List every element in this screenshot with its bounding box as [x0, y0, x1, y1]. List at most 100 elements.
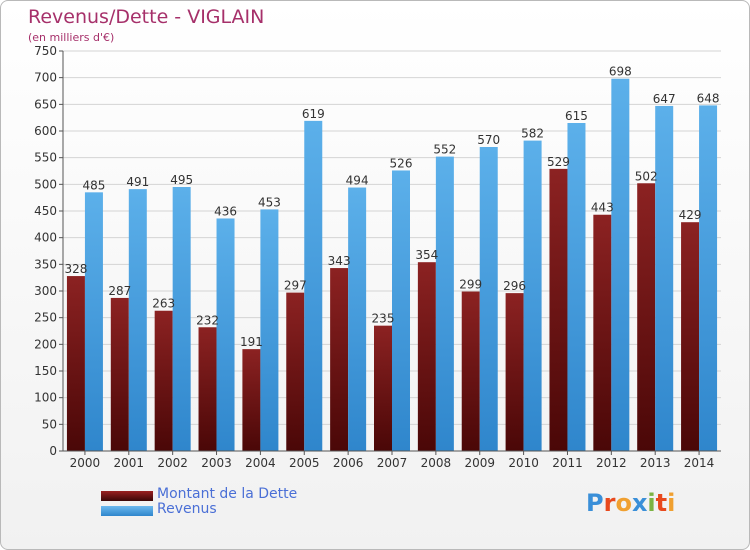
y-tick-label: 700: [34, 71, 57, 85]
bar-dette-2005: [286, 292, 305, 451]
bar-revenus-2012: [611, 78, 630, 451]
bar-dette-2011: [549, 168, 568, 451]
y-tick-label: 200: [34, 337, 57, 351]
bar-revenus-2007: [392, 170, 410, 451]
bar-dette-2000: [66, 276, 85, 451]
logo-letter: t: [655, 489, 668, 517]
y-tick-label: 100: [34, 391, 57, 405]
y-tick-label: 550: [34, 151, 57, 165]
data-label-dette-2007: 235: [372, 312, 395, 326]
y-tick-label: 450: [34, 204, 57, 218]
y-tick-label: 50: [42, 417, 57, 431]
bar-revenus-2002: [172, 187, 191, 451]
data-label-revenus-2001: 491: [126, 175, 149, 189]
bar-revenus-2014: [699, 105, 718, 452]
data-label-revenus-2003: 436: [214, 204, 237, 218]
data-label-dette-2013: 502: [635, 169, 658, 183]
chart-title: Revenus/Dette - VIGLAIN: [28, 6, 265, 28]
x-tick-label: 2013: [640, 456, 671, 470]
y-tick-label: 0: [49, 444, 57, 458]
x-tick-label: 2014: [684, 456, 715, 470]
bar-revenus-2008: [435, 156, 454, 451]
bar-revenus-2000: [84, 192, 103, 452]
data-labels: 328 485 287 491 263 495 232 436 191 453 297 619 343 4…: [64, 65, 719, 349]
data-label-revenus-2009: 570: [477, 133, 500, 147]
data-label-revenus-2005: 619: [302, 107, 325, 121]
bar-dette-2012: [593, 214, 612, 451]
logo-letter: r: [603, 489, 616, 517]
data-label-revenus-2013: 647: [653, 92, 676, 106]
y-tick-label: 150: [34, 364, 57, 378]
data-label-dette-2008: 354: [415, 248, 438, 262]
y-tick-label: 300: [34, 284, 57, 298]
bar-dette-2006: [330, 268, 349, 451]
data-label-dette-2006: 343: [328, 254, 351, 268]
data-label-revenus-2006: 494: [346, 174, 369, 188]
legend-swatch-revenus: [101, 506, 153, 516]
bar-dette-2004: [242, 349, 261, 451]
data-label-dette-2012: 443: [591, 201, 614, 215]
y-tick-label: 250: [34, 311, 57, 325]
chart-subtitle: (en milliers d'€): [28, 31, 115, 44]
y-tick-label: 500: [34, 177, 57, 191]
bar-revenus-2005: [304, 120, 323, 451]
legend-swatch-dette: [101, 491, 153, 501]
x-tick-label: 2004: [245, 456, 276, 470]
bar-dette-2014: [681, 222, 700, 451]
x-tick-label: 2001: [114, 456, 145, 470]
bar-revenus-2003: [216, 218, 235, 451]
data-label-dette-2004: 191: [240, 335, 263, 349]
data-label-revenus-2000: 485: [82, 178, 105, 192]
y-tick-label: 650: [34, 97, 57, 111]
data-label-dette-2014: 429: [679, 208, 702, 222]
x-tick-label: 2005: [289, 456, 320, 470]
y-tick-label: 750: [34, 44, 57, 58]
y-tick-label: 600: [34, 124, 57, 138]
bar-dette-2003: [198, 327, 217, 451]
x-tick-label: 2002: [157, 456, 188, 470]
legend-label-revenus: Revenus: [157, 501, 217, 517]
data-label-revenus-2010: 582: [521, 127, 544, 141]
logo-letter: i: [647, 489, 656, 517]
logo-letter: o: [615, 489, 632, 517]
data-label-dette-2009: 299: [459, 278, 482, 292]
x-tick-label: 2000: [70, 456, 101, 470]
axes: 0 50 100 150 200 250 300 350 400 450 500 550 600 650 7…: [34, 44, 721, 470]
data-label-revenus-2011: 615: [565, 109, 588, 123]
bar-dette-2013: [637, 183, 656, 451]
logo-letter: P: [586, 489, 604, 517]
data-label-dette-2003: 232: [196, 313, 219, 327]
data-label-dette-2002: 263: [152, 297, 175, 311]
bar-revenus-2006: [348, 187, 367, 452]
data-label-dette-2005: 297: [284, 279, 307, 293]
bar-revenus-2010: [523, 140, 542, 451]
bar-dette-2010: [505, 293, 524, 451]
data-label-dette-2011: 529: [547, 155, 570, 169]
x-tick-label: 2003: [201, 456, 232, 470]
data-label-revenus-2004: 453: [258, 195, 281, 209]
data-label-revenus-2002: 495: [170, 173, 193, 187]
bars: [66, 78, 718, 452]
bar-revenus-2009: [479, 147, 498, 451]
data-label-revenus-2014: 648: [697, 91, 720, 105]
data-label-dette-2010: 296: [503, 279, 526, 293]
logo-letter: i: [667, 489, 676, 517]
data-label-revenus-2008: 552: [433, 143, 456, 157]
bar-dette-2009: [461, 291, 480, 451]
data-label-revenus-2012: 698: [609, 65, 632, 79]
x-tick-label: 2009: [464, 456, 495, 470]
legend-label-dette: Montant de la Dette: [157, 486, 298, 502]
data-label-revenus-2007: 526: [390, 156, 413, 170]
bar-dette-2001: [110, 297, 129, 451]
proxiti-logo: Proxiti: [586, 489, 675, 517]
bar-revenus-2001: [128, 189, 147, 451]
x-tick-label: 2011: [552, 456, 583, 470]
x-tick-label: 2008: [421, 456, 452, 470]
bar-revenus-2004: [260, 209, 279, 451]
x-tick-label: 2010: [508, 456, 539, 470]
data-label-dette-2001: 287: [108, 284, 131, 298]
bar-dette-2008: [417, 262, 436, 451]
x-tick-label: 2006: [333, 456, 364, 470]
